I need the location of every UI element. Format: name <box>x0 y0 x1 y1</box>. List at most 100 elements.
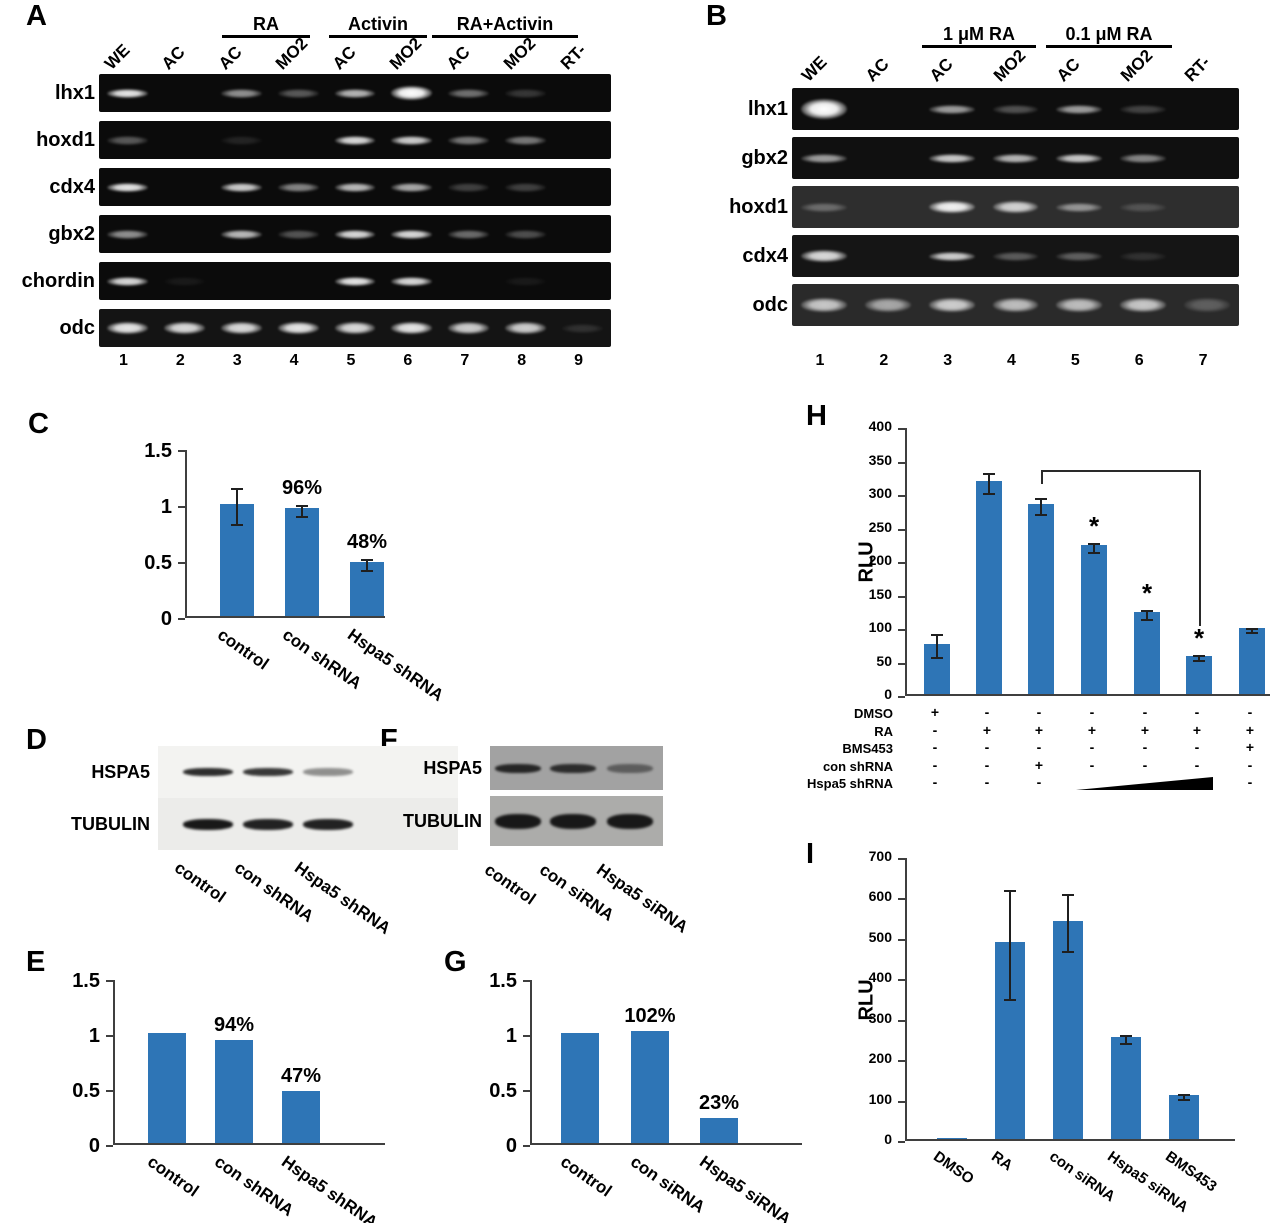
gel-band <box>448 182 490 192</box>
error-bar-cap <box>1088 551 1100 554</box>
error-bar-cap <box>1246 628 1258 631</box>
y-axis-tick-label: 0.5 <box>72 1080 100 1102</box>
error-bar-cap <box>1246 632 1258 635</box>
y-axis-tick-label: 1.5 <box>144 440 172 462</box>
error-bar <box>988 472 990 493</box>
gel-band <box>448 135 490 145</box>
error-bar-cap <box>1193 655 1205 658</box>
chart-bar <box>631 1030 669 1143</box>
treatment-cell: - <box>932 774 938 790</box>
gel-band <box>106 322 148 334</box>
lane-header-label: AC <box>328 42 360 74</box>
gel-band <box>992 251 1039 261</box>
gel-band <box>1120 298 1167 312</box>
gel-lane-strip <box>99 168 611 206</box>
y-axis-tick <box>898 858 905 860</box>
y-axis-tick-label: 200 <box>868 552 892 568</box>
group-header-ra-activin: RA+Activin <box>432 14 578 38</box>
y-axis-tick-label: 300 <box>868 1009 892 1026</box>
error-bar-cap <box>983 492 995 495</box>
bar-value-label: 48% <box>346 530 388 553</box>
gel-band <box>391 229 433 239</box>
gel-band <box>1056 298 1103 312</box>
blot-band <box>494 813 541 829</box>
bar-value-label: 96% <box>281 476 323 499</box>
gel-row-label: gbx2 <box>48 223 95 245</box>
y-axis-tick <box>898 898 905 901</box>
gel-band <box>992 104 1039 114</box>
y-axis-tick <box>898 1141 905 1143</box>
error-bar-cap <box>1178 1093 1190 1096</box>
lane-number: 6 <box>403 352 413 369</box>
y-axis-tick <box>898 662 905 665</box>
gel-band <box>277 182 319 192</box>
gel-band <box>800 99 847 119</box>
gel-band <box>800 250 847 262</box>
gel-band <box>106 135 148 145</box>
y-axis-tick <box>178 506 185 508</box>
chart-plot-area: * * * <box>905 428 1270 696</box>
error-bar-cap <box>231 523 243 526</box>
error-bar <box>301 504 303 517</box>
x-axis-label: con siRNA <box>627 1152 709 1217</box>
gel-row-label: cdx4 <box>742 245 788 267</box>
y-axis-tick <box>898 528 905 531</box>
treatment-cell: - <box>1089 739 1095 755</box>
chart-bar <box>1028 504 1054 694</box>
gel-band <box>1120 251 1167 261</box>
significance-star: * <box>1193 623 1205 654</box>
panel-b-gel: lhx1 gbx2 hoxd1 cdx4 odc <box>700 88 1239 326</box>
panel-i-label: I <box>806 838 815 870</box>
gel-band <box>928 200 975 214</box>
gel-lane-strip <box>99 262 611 300</box>
error-bar <box>1040 498 1042 515</box>
gel-band <box>505 182 547 192</box>
gel-row-label: cdx4 <box>49 176 95 198</box>
gel-row-label: odc <box>59 317 95 339</box>
panel-g-chart: 102% 23% 0 0.5 1 1.5 control con siRNA Hspa5 siR… <box>440 952 830 1223</box>
comparison-bracket <box>1199 469 1201 626</box>
y-axis-tick-label: 0 <box>884 686 892 702</box>
panel-c-chart: 96% 48% 0 0.5 1 1.5 control con shRNA Hspa5 shRN… <box>100 422 447 705</box>
chart-bar <box>1169 1094 1199 1139</box>
lane-header-label: RT- <box>1180 52 1214 86</box>
blot-band <box>607 763 654 773</box>
gel-band <box>1120 202 1167 212</box>
gel-band <box>106 229 148 239</box>
comparison-bracket <box>1041 469 1199 472</box>
error-bar <box>236 488 238 524</box>
gel-band <box>505 135 547 145</box>
group-header-activin: Activin <box>329 14 427 38</box>
chart-bar <box>282 1091 320 1143</box>
panel-d-label: D <box>26 724 47 756</box>
gel-band <box>334 276 376 286</box>
lane-header-label: AC <box>442 42 474 74</box>
panel-h-label: H <box>806 400 827 432</box>
y-axis-tick-label: 0 <box>505 1135 517 1157</box>
gel-lane-strip <box>792 137 1239 179</box>
error-bar-cap <box>983 472 995 475</box>
blot-lane-label: control <box>171 858 230 907</box>
y-axis-title: RLU <box>855 978 878 1021</box>
gel-lane-strip <box>792 186 1239 228</box>
treatment-cell: - <box>1089 704 1095 720</box>
y-axis-tick <box>898 1060 905 1063</box>
y-axis-tick-label: 200 <box>868 1050 892 1067</box>
x-axis-label: control <box>214 625 273 674</box>
y-axis-tick-label: 0 <box>884 1131 892 1147</box>
lane-number: 1 <box>118 352 128 369</box>
lane-number: 3 <box>943 352 953 369</box>
lane-number: 1 <box>815 352 825 369</box>
panel-b-label: B <box>706 0 727 32</box>
error-bar <box>1125 1034 1127 1043</box>
error-bar <box>1067 894 1069 951</box>
treatment-cell: - <box>1247 704 1253 720</box>
y-axis-title: RLU <box>855 541 878 583</box>
gel-band <box>106 88 148 98</box>
group-header-01um-ra: 0.1 μM RA <box>1046 24 1172 48</box>
gel-band <box>1056 251 1103 261</box>
blot-row-label: HSPA5 <box>423 758 482 778</box>
gel-row-label: hoxd1 <box>36 129 95 151</box>
lane-header-label: MO2 <box>385 33 426 74</box>
gel-band <box>1056 202 1103 212</box>
